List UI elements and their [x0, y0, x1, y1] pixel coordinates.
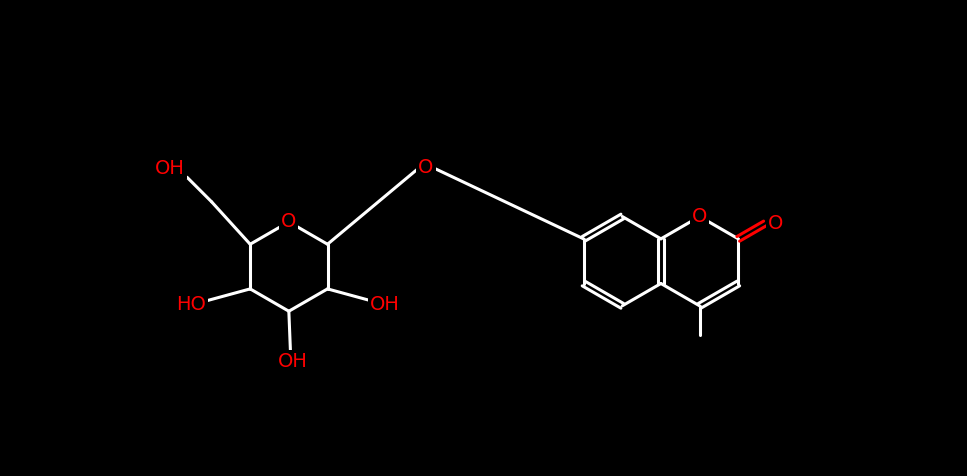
Text: O: O	[768, 214, 783, 233]
Text: O: O	[418, 158, 433, 177]
Text: O: O	[281, 212, 297, 231]
Text: OH: OH	[155, 159, 185, 178]
Text: OH: OH	[370, 295, 400, 314]
Text: HO: HO	[176, 295, 206, 314]
Text: O: O	[692, 207, 707, 226]
Text: OH: OH	[278, 352, 308, 371]
